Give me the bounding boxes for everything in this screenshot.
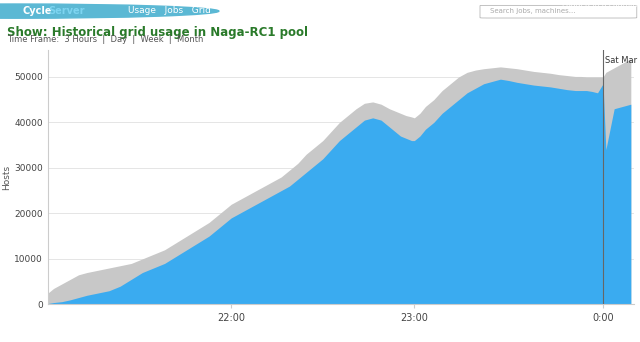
Text: Cycle: Cycle [22,6,52,16]
Text: Search jobs, machines...: Search jobs, machines... [490,8,575,14]
Text: Logged in as admin: Logged in as admin [562,0,637,9]
Text: Usage   Jobs   Grid   Settings: Usage Jobs Grid Settings [128,6,257,15]
Text: Sat Mar 31: Sat Mar 31 [605,56,640,65]
Text: Server: Server [48,6,84,16]
Y-axis label: Hosts: Hosts [3,165,12,189]
FancyBboxPatch shape [480,5,637,18]
Text: Time Frame:  3 Hours  |  Day  |  Week  |  Month: Time Frame: 3 Hours | Day | Week | Month [7,35,204,44]
Text: Show: Historical grid usage in Naga-RC1 pool: Show: Historical grid usage in Naga-RC1 … [7,26,308,39]
Circle shape [0,4,219,18]
